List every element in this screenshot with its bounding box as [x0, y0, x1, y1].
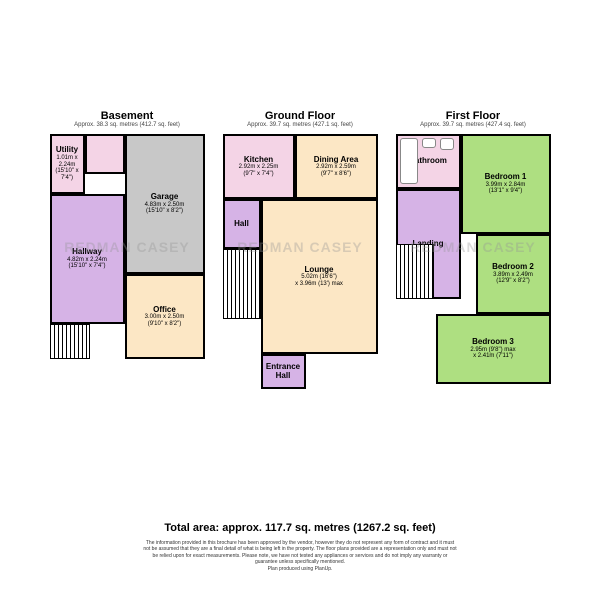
room-label: Hallway: [72, 248, 102, 257]
room-dim-metric: 2.95m (9'8") max: [470, 347, 515, 354]
room-label: Bedroom 2: [492, 263, 534, 272]
room-dim-metric: 4.83m x 2.50m: [145, 202, 185, 209]
room-hall: Hall: [223, 199, 261, 249]
room-dim-imperial: (15'10" x 8'2"): [146, 208, 183, 215]
room-kitchen: Kitchen2.92m x 2.25m(9'7" x 7'4"): [223, 134, 295, 199]
floorplan-container: BasementApprox. 38.3 sq. metres (412.7 s…: [0, 0, 600, 394]
stairs: [396, 244, 434, 299]
floor-header: Ground FloorApprox. 39.7 sq. metres (427…: [223, 110, 378, 128]
stairs: [223, 249, 261, 319]
room-label: Bedroom 1: [485, 173, 527, 182]
room-entrance-hall: Entrance Hall: [261, 354, 306, 389]
footer: Total area: approx. 117.7 sq. metres (12…: [0, 522, 600, 573]
floor-header: First FloorApprox. 39.7 sq. metres (427.…: [396, 110, 551, 128]
sink-fixture: [440, 138, 454, 150]
room-bedroom-1: Bedroom 13.99m x 2.84m(13'1" x 9'4"): [461, 134, 551, 234]
floor-plan: BathroomBedroom 13.99m x 2.84m(13'1" x 9…: [396, 134, 551, 394]
room-unnamed: [85, 134, 125, 174]
room-label: Hall: [234, 220, 249, 229]
floor-title: Basement: [50, 110, 205, 122]
room-bedroom-2: Bedroom 23.89m x 2.49m(12'9" x 8'2"): [476, 234, 551, 314]
room-dim-imperial: (9'7" x 7'4"): [243, 171, 273, 178]
floor-subtitle: Approx. 39.7 sq. metres (427.1 sq. feet): [223, 122, 378, 128]
room-dim-imperial: x 3.96m (13') max: [295, 281, 343, 288]
room-dim-metric: 1.01m x 2.24m: [52, 155, 83, 168]
floor-basement: BasementApprox. 38.3 sq. metres (412.7 s…: [50, 110, 205, 394]
room-lounge: Lounge5.02m (16'6")x 3.96m (13') max: [261, 199, 378, 354]
room-utility: Utility1.01m x 2.24m(15'10" x 7'4"): [50, 134, 85, 194]
room-label: Bedroom 3: [472, 338, 514, 347]
floor-first-floor: First FloorApprox. 39.7 sq. metres (427.…: [396, 110, 551, 394]
total-area: Total area: approx. 117.7 sq. metres (12…: [0, 522, 600, 534]
floor-title: Ground Floor: [223, 110, 378, 122]
room-dim-metric: 2.92m x 2.59m: [316, 164, 356, 171]
room-bedroom-3: Bedroom 32.95m (9'8") maxx 2.41m (7'11"): [436, 314, 551, 384]
room-dim-imperial: (13'1" x 9'4"): [489, 188, 523, 195]
room-label: Office: [153, 306, 176, 315]
room-label: Garage: [151, 193, 179, 202]
toilet-fixture: [422, 138, 436, 148]
room-dim-metric: 5.02m (16'6"): [301, 274, 337, 281]
room-dim-metric: 4.82m x 2.24m: [67, 257, 107, 264]
disclaimer-line: Plan produced using PlanUp.: [40, 566, 560, 573]
room-dim-imperial: (12'9" x 8'2"): [496, 278, 530, 285]
room-dim-imperial: (15'10" x 7'4"): [69, 263, 106, 270]
floor-plan: Utility1.01m x 2.24m(15'10" x 7'4")Garag…: [50, 134, 205, 394]
bathtub-fixture: [400, 138, 418, 184]
room-label: Kitchen: [244, 156, 273, 165]
room-dim-imperial: (9'7" x 8'6"): [321, 171, 351, 178]
room-dim-metric: 2.92m x 2.25m: [239, 164, 279, 171]
floor-subtitle: Approx. 39.7 sq. metres (427.4 sq. feet): [396, 122, 551, 128]
room-label: Lounge: [305, 266, 334, 275]
room-dining-area: Dining Area2.92m x 2.59m(9'7" x 8'6"): [295, 134, 378, 199]
room-dim-metric: 3.99m x 2.84m: [486, 182, 526, 189]
room-dim-metric: 3.00m x 2.50m: [145, 314, 185, 321]
room-hallway: Hallway4.82m x 2.24m(15'10" x 7'4"): [50, 194, 125, 324]
room-dim-imperial: (9'10" x 8'2"): [148, 321, 182, 328]
room-garage: Garage4.83m x 2.50m(15'10" x 8'2"): [125, 134, 205, 274]
room-label: Entrance Hall: [263, 363, 304, 381]
room-office: Office3.00m x 2.50m(9'10" x 8'2"): [125, 274, 205, 359]
room-dim-imperial: x 2.41m (7'11"): [473, 353, 513, 360]
floor-header: BasementApprox. 38.3 sq. metres (412.7 s…: [50, 110, 205, 128]
stairs: [50, 324, 90, 359]
disclaimer: The information provided in this brochur…: [0, 540, 600, 573]
room-label: Utility: [56, 146, 78, 155]
floor-plan: Kitchen2.92m x 2.25m(9'7" x 7'4")Dining …: [223, 134, 378, 394]
floor-title: First Floor: [396, 110, 551, 122]
room-dim-imperial: (15'10" x 7'4"): [52, 168, 83, 181]
floor-ground-floor: Ground FloorApprox. 39.7 sq. metres (427…: [223, 110, 378, 394]
floor-subtitle: Approx. 38.3 sq. metres (412.7 sq. feet): [50, 122, 205, 128]
room-label: Dining Area: [314, 156, 359, 165]
room-dim-metric: 3.89m x 2.49m: [493, 272, 533, 279]
